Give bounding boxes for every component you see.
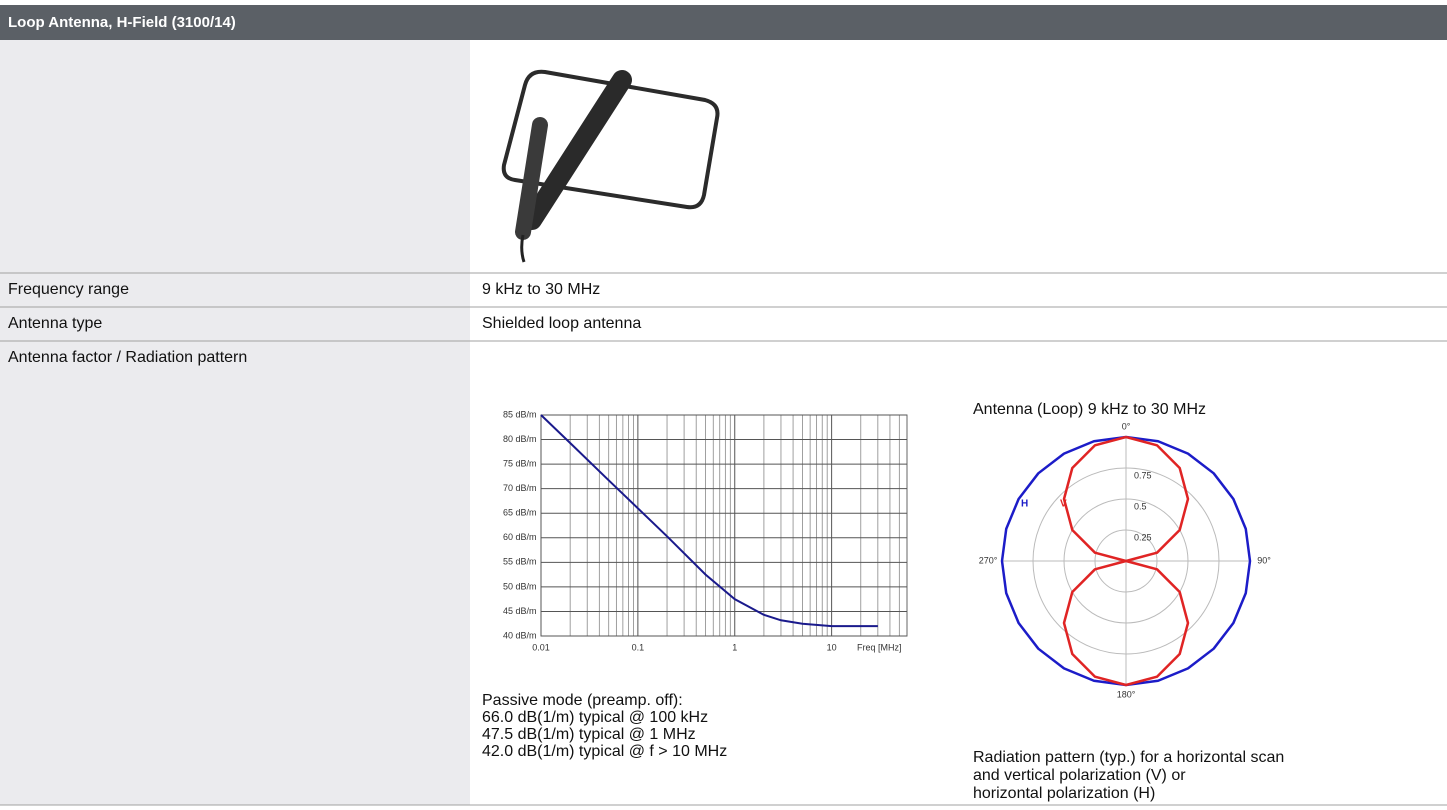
data-line — [540, 414, 878, 628]
theta-tick-label: 90° — [1257, 555, 1271, 565]
row-value: 9 kHz to 30 MHz — [482, 281, 600, 298]
header-bar — [0, 5, 1447, 40]
x-axis-label: Freq [MHz] — [857, 642, 902, 652]
note-line: 66.0 dB(1/m) typical @ 100 kHz — [482, 709, 708, 726]
y-tick-label: 70 dB/m — [503, 483, 537, 493]
x-tick-label: 0.01 — [532, 642, 550, 652]
note-line: Radiation pattern (typ.) for a horizonta… — [973, 749, 1284, 766]
header-title: Loop Antenna, H-Field (3100/14) — [8, 14, 236, 31]
x-tick-label: 1 — [732, 642, 737, 652]
note-line: 42.0 dB(1/m) typical @ f > 10 MHz — [482, 743, 727, 760]
row-label: Frequency range — [8, 281, 129, 298]
legend-entry: V — [1060, 499, 1067, 510]
y-tick-label: 65 dB/m — [503, 508, 537, 518]
y-tick-label: 50 dB/m — [503, 581, 537, 591]
row-value: Shielded loop antenna — [482, 315, 641, 332]
row-label: Antenna factor / Radiation pattern — [8, 349, 247, 366]
y-tick-label: 75 dB/m — [503, 458, 537, 468]
note-line: 47.5 dB(1/m) typical @ 1 MHz — [482, 726, 696, 743]
y-tick-label: 85 dB/m — [503, 409, 537, 419]
r-tick-label: 0.25 — [1134, 532, 1152, 542]
x-tick-label: 0.1 — [632, 642, 645, 652]
antenna-photo — [501, 69, 720, 263]
legend-entry: H — [1021, 499, 1028, 510]
y-tick-label: 60 dB/m — [503, 532, 537, 542]
plot-area — [540, 414, 908, 637]
note-line: horizontal polarization (H) — [973, 785, 1155, 802]
polar-line — [1062, 435, 1190, 687]
theta-tick-label: 270° — [979, 555, 998, 565]
theta-tick-label: 0° — [1122, 421, 1131, 431]
r-tick-label: 0.75 — [1134, 470, 1152, 480]
y-tick-label: 80 dB/m — [503, 434, 537, 444]
r-tick-label: 0.5 — [1134, 501, 1147, 511]
label-column — [0, 40, 470, 805]
chart-title: Antenna (Loop) 9 kHz to 30 MHz — [973, 401, 1206, 418]
note-line: Passive mode (preamp. off): — [482, 692, 683, 709]
theta-tick-label: 180° — [1117, 689, 1136, 699]
y-tick-label: 55 dB/m — [503, 557, 537, 567]
y-tick-label: 40 dB/m — [503, 630, 537, 640]
note-line: and vertical polarization (V) or — [973, 767, 1186, 784]
x-tick-label: 10 — [827, 642, 837, 652]
y-tick-label: 45 dB/m — [503, 606, 537, 616]
row-label: Antenna type — [8, 315, 102, 332]
